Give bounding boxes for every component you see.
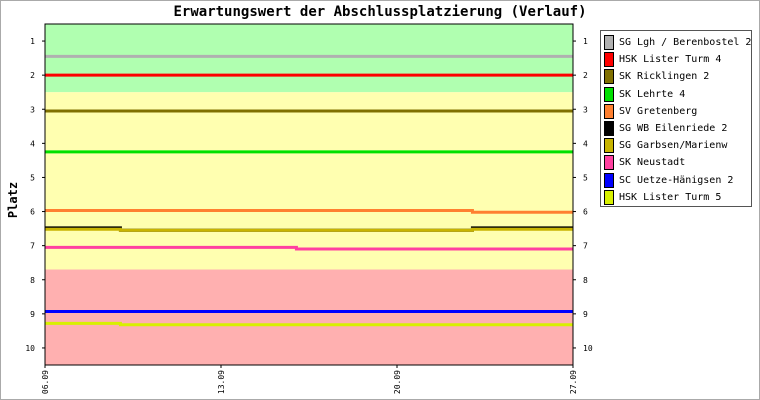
y-tick-label-right: 5 <box>583 173 588 182</box>
legend-label: SK Ricklingen 2 <box>619 71 710 83</box>
legend-item: SC Uetze-Hänigsen 2 <box>604 172 751 189</box>
y-tick-label-right: 10 <box>583 344 593 353</box>
y-tick-label-left: 2 <box>30 71 35 80</box>
legend-item: HSK Lister Turm 5 <box>604 189 751 206</box>
legend-item: SK Lehrte 4 <box>604 86 751 103</box>
legend-swatch <box>604 69 614 85</box>
legend-label: SG WB Eilenriede 2 <box>619 123 728 135</box>
y-tick-label-right: 1 <box>583 37 588 46</box>
x-tick-label: 20.09 <box>393 370 402 394</box>
legend-swatch <box>604 138 614 154</box>
legend-swatch <box>604 52 614 68</box>
y-tick-label-left: 5 <box>30 173 35 182</box>
y-tick-label-right: 3 <box>583 105 588 114</box>
y-tick-label-left: 10 <box>25 344 35 353</box>
legend-label: SC Uetze-Hänigsen 2 <box>619 174 734 186</box>
legend-item: SG WB Eilenriede 2 <box>604 120 751 137</box>
legend-label: SK Neustadt <box>619 157 686 169</box>
series-line-6 <box>45 227 573 232</box>
legend-item: SG Lgh / Berenbostel 2 <box>604 34 751 51</box>
band-2 <box>45 269 573 365</box>
legend-item: SG Garbsen/Marienw <box>604 137 751 154</box>
y-tick-label-left: 3 <box>30 105 35 114</box>
y-tick-label-left: 1 <box>30 37 35 46</box>
series-line-4 <box>45 209 573 214</box>
band-1 <box>45 92 573 270</box>
legend-swatch <box>604 86 614 102</box>
y-tick-label-right: 7 <box>583 242 588 251</box>
series-line-9 <box>45 321 573 327</box>
legend-swatch <box>604 172 614 188</box>
legend-swatch <box>604 155 614 171</box>
plot-area-border <box>44 23 574 366</box>
legend-label: HSK Lister Turm 4 <box>619 54 722 66</box>
series-line-7 <box>45 245 573 251</box>
x-tick-label: 27.09 <box>569 370 578 394</box>
band-0 <box>45 24 573 93</box>
legend-swatch <box>604 121 614 137</box>
legend-item: SK Ricklingen 2 <box>604 68 751 85</box>
legend-label: SG Lgh / Berenbostel 2 <box>619 37 752 49</box>
legend-swatch <box>604 35 614 51</box>
legend-item: HSK Lister Turm 4 <box>604 51 751 68</box>
y-tick-label-right: 2 <box>583 71 588 80</box>
y-tick-label-right: 8 <box>583 276 588 285</box>
legend-swatch <box>604 189 614 205</box>
legend-label: HSK Lister Turm 5 <box>619 191 722 203</box>
y-tick-label-left: 6 <box>30 208 35 217</box>
y-tick-label-left: 8 <box>30 276 35 285</box>
legend-item: SV Gretenberg <box>604 103 751 120</box>
y-tick-label-right: 6 <box>583 208 588 217</box>
y-tick-label-right: 9 <box>583 310 588 319</box>
legend-swatch <box>604 103 614 119</box>
legend: SG Lgh / Berenbostel 2 HSK Lister Turm 4 S… <box>600 30 752 207</box>
y-tick-label-right: 4 <box>583 139 588 148</box>
y-tick-label-left: 4 <box>30 139 35 148</box>
legend-item: SK Neustadt <box>604 154 751 171</box>
y-tick-label-left: 7 <box>30 242 35 251</box>
x-tick-label: 06.09 <box>41 370 50 394</box>
legend-label: SG Garbsen/Marienw <box>619 140 728 152</box>
x-tick-label: 13.09 <box>217 370 226 394</box>
legend-label: SV Gretenberg <box>619 105 698 117</box>
legend-label: SK Lehrte 4 <box>619 88 686 100</box>
y-tick-label-left: 9 <box>30 310 35 319</box>
chart-title: Erwartungswert der Abschlussplatzierung … <box>173 4 587 20</box>
